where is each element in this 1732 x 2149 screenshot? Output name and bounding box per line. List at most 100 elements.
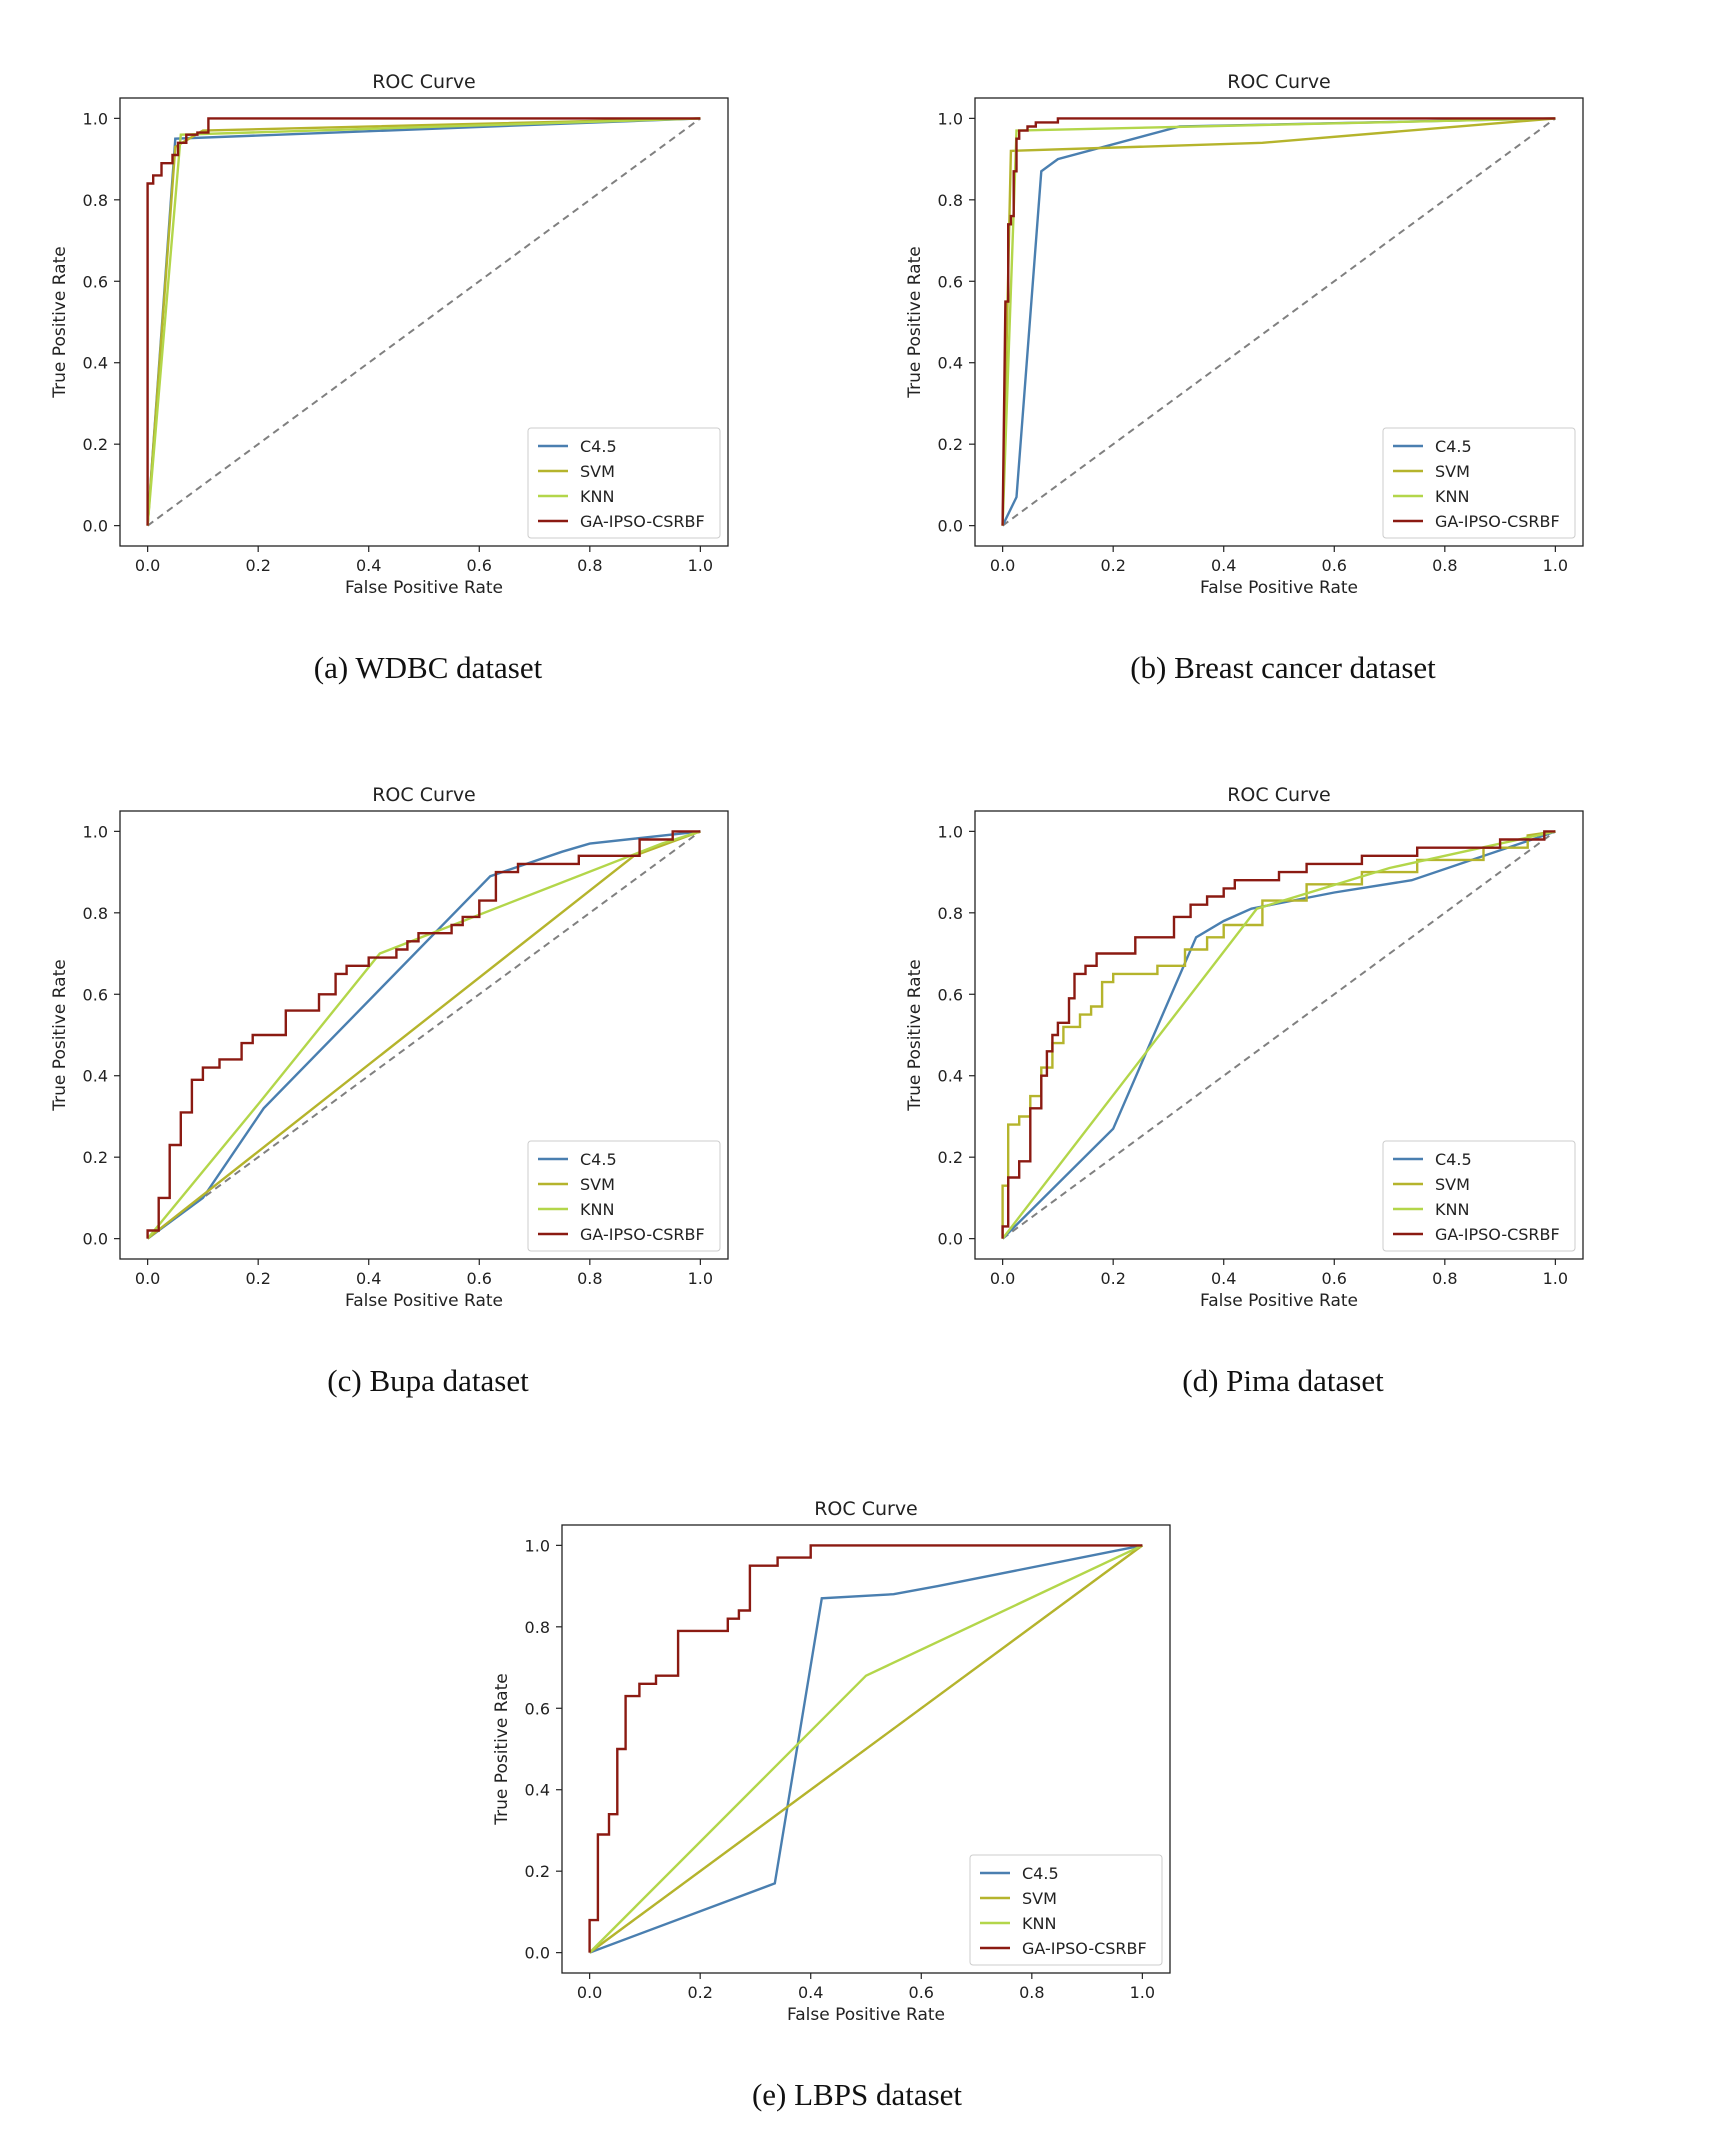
x-tick-label: 1.0 [1543, 556, 1568, 575]
legend-label: SVM [1022, 1889, 1057, 1908]
plot-frame [974, 810, 1584, 1260]
x-axis-label: False Positive Rate [787, 2005, 945, 2025]
legend-label: KNN [580, 487, 614, 506]
x-tick-label: 0.2 [1100, 1269, 1125, 1288]
series-line-svm [1001, 830, 1556, 1239]
x-tick-label: 0.4 [1211, 556, 1236, 575]
x-tick-label: 0.4 [356, 556, 381, 575]
roc-panel-c: ROC Curve 0.0 0.2 0.4 0.6 0.8 1.0 0.0 0.2 0.4 0.6 0… [40, 773, 740, 1398]
legend-label: KNN [580, 1200, 614, 1219]
caption-c: (c) Bupa dataset [327, 1363, 529, 1398]
chart-title: ROC Curve [814, 1498, 918, 1520]
legend-label: GA-IPSO-CSRBF [580, 1225, 705, 1244]
chart-title: ROC Curve [1227, 71, 1331, 93]
series-line-knn [1001, 830, 1556, 1240]
x-tick-label: 0.8 [1432, 556, 1457, 575]
x-tick-label: 0.2 [245, 1269, 270, 1288]
x-tick-label: 1.0 [1543, 1269, 1568, 1288]
series-line-ga-ipso-csrbf [1001, 117, 1556, 526]
y-axis-label: True Positive Rate [905, 959, 925, 1111]
series-line-knn [146, 117, 701, 526]
y-tick-label: 0.2 [938, 1148, 963, 1167]
y-tick-label: 1.0 [83, 822, 108, 841]
y-tick-label: 0.2 [525, 1862, 550, 1881]
plot-frame [119, 97, 729, 547]
roc-panel-e: ROC Curve 0.0 0.2 0.4 0.6 0.8 1.0 0.0 0.2 0.4 0.6 0… [482, 1487, 1182, 2112]
chance-diagonal-line [147, 830, 701, 1240]
x-axis-label: False Positive Rate [345, 578, 503, 598]
legend-label: C4.5 [1435, 437, 1472, 456]
chance-diagonal-line [1002, 117, 1556, 527]
legend-label: SVM [580, 1175, 615, 1194]
y-tick-label: 0.0 [83, 1230, 108, 1249]
legend-label: GA-IPSO-CSRBF [1435, 512, 1560, 531]
legend-box [969, 1854, 1163, 1966]
series-line-c4-5 [146, 830, 701, 1240]
roc-panel-a: ROC Curve 0.0 0.2 0.4 0.6 0.8 1.0 0.0 0.2 0.4 0.6 0… [40, 60, 740, 685]
x-tick-label: 0.0 [990, 1269, 1015, 1288]
caption-a: (a) WDBC dataset [313, 650, 543, 685]
roc-chart-a: ROC Curve 0.0 0.2 0.4 0.6 0.8 1.0 0.0 0.2 0.4 0.6 0… [50, 71, 729, 598]
x-tick-label: 0.6 [909, 1983, 934, 2002]
x-tick-label: 0.0 [990, 556, 1015, 575]
x-tick-label: 0.6 [467, 1269, 492, 1288]
y-tick-label: 0.0 [83, 517, 108, 536]
chart-title: ROC Curve [372, 71, 476, 93]
y-axis-label: True Positive Rate [905, 246, 925, 398]
series-line-c4-5 [1001, 830, 1556, 1240]
legend-box [527, 1140, 721, 1252]
legend-label: GA-IPSO-CSRBF [1435, 1225, 1560, 1244]
legend-label: C4.5 [580, 1150, 617, 1169]
y-tick-label: 0.6 [938, 272, 963, 291]
chance-diagonal-line [147, 117, 701, 527]
y-tick-label: 0.2 [83, 1148, 108, 1167]
x-tick-label: 0.8 [577, 556, 602, 575]
x-tick-label: 0.8 [1019, 1983, 1044, 2002]
x-tick-label: 0.0 [577, 1983, 602, 2002]
y-axis-label: True Positive Rate [492, 1673, 512, 1825]
y-tick-label: 0.6 [83, 985, 108, 1004]
x-tick-label: 0.4 [356, 1269, 381, 1288]
series-line-svm [1001, 117, 1556, 526]
series-line-svm [588, 1544, 1144, 1954]
caption-d: (d) Pima dataset [1182, 1363, 1384, 1398]
roc-chart-e: ROC Curve 0.0 0.2 0.4 0.6 0.8 1.0 0.0 0.2 0.4 0.6 0… [492, 1498, 1171, 2025]
legend-box [527, 427, 721, 539]
x-tick-label: 1.0 [688, 556, 713, 575]
x-tick-label: 0.6 [1322, 1269, 1347, 1288]
y-tick-label: 0.6 [525, 1699, 550, 1718]
series-line-knn [588, 1544, 1143, 1954]
legend-box [1382, 427, 1576, 539]
legend-label: KNN [1435, 487, 1469, 506]
roc-panel-b: ROC Curve 0.0 0.2 0.4 0.6 0.8 1.0 0.0 0.2 0.4 0.6 0… [895, 60, 1595, 685]
series-line-ga-ipso-csrbf [588, 1544, 1143, 1953]
y-tick-label: 0.4 [83, 354, 108, 373]
x-tick-label: 0.4 [1211, 1269, 1236, 1288]
x-tick-label: 0.6 [467, 556, 492, 575]
roc-chart-c: ROC Curve 0.0 0.2 0.4 0.6 0.8 1.0 0.0 0.2 0.4 0.6 0… [50, 784, 729, 1311]
y-tick-label: 0.6 [938, 985, 963, 1004]
y-tick-label: 0.0 [938, 1230, 963, 1249]
legend-label: C4.5 [1022, 1864, 1059, 1883]
x-axis-label: False Positive Rate [345, 1291, 503, 1311]
x-tick-label: 0.8 [1432, 1269, 1457, 1288]
x-tick-label: 0.0 [135, 556, 160, 575]
y-tick-label: 0.8 [938, 904, 963, 923]
plot-frame [974, 97, 1584, 547]
legend-label: KNN [1022, 1914, 1056, 1933]
y-tick-label: 0.8 [83, 904, 108, 923]
x-tick-label: 0.2 [687, 1983, 712, 2002]
x-axis-label: False Positive Rate [1200, 578, 1358, 598]
caption-e: (e) LBPS dataset [751, 2077, 963, 2112]
y-tick-label: 1.0 [938, 822, 963, 841]
chart-title: ROC Curve [372, 784, 476, 806]
y-axis-label: True Positive Rate [50, 246, 70, 398]
series-line-knn [146, 830, 701, 1240]
x-tick-label: 0.4 [798, 1983, 823, 2002]
y-tick-label: 0.0 [938, 517, 963, 536]
legend-label: KNN [1435, 1200, 1469, 1219]
y-axis-label: True Positive Rate [50, 959, 70, 1111]
x-tick-label: 0.0 [135, 1269, 160, 1288]
series-line-ga-ipso-csrbf [146, 830, 701, 1239]
series-line-ga-ipso-csrbf [146, 117, 701, 526]
